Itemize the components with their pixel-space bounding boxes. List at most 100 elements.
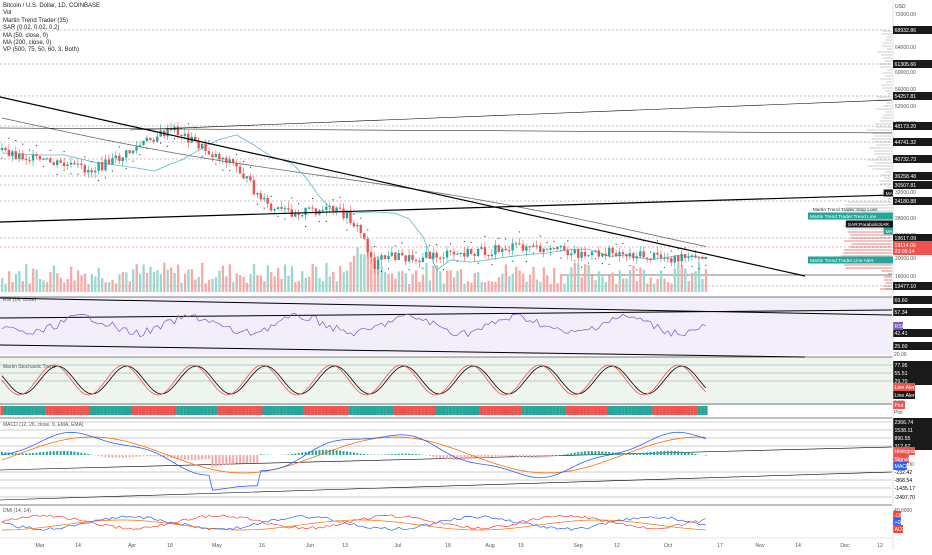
candle-body bbox=[436, 253, 438, 258]
volume-profile-bar bbox=[844, 264, 892, 266]
candle-body bbox=[577, 250, 579, 258]
macd-histogram-bar bbox=[84, 453, 86, 455]
indicator-martin-trend-trader[interactable]: Martin Trend Trader (35) bbox=[3, 18, 100, 25]
indicator-volume-profile[interactable]: VP (500, 75, 50, 60, 3, Both) bbox=[3, 47, 100, 54]
indicator-vol[interactable]: Vol bbox=[3, 10, 100, 17]
volume-bar bbox=[387, 274, 389, 292]
candle-body bbox=[308, 208, 310, 209]
trend-meter-cell bbox=[131, 406, 135, 415]
trend-meter-cell bbox=[300, 406, 304, 415]
trend-meter-cell bbox=[452, 406, 456, 415]
candle-body bbox=[511, 243, 513, 250]
volume-bar bbox=[408, 284, 410, 292]
candle-body bbox=[487, 255, 489, 256]
candle-body bbox=[304, 208, 306, 215]
candle-body bbox=[532, 245, 534, 247]
sar-dot bbox=[429, 245, 430, 246]
trend-meter-cell bbox=[487, 406, 491, 415]
macd-histogram-bar bbox=[29, 453, 31, 455]
sar-dot bbox=[319, 221, 320, 222]
macd-histogram-bar bbox=[249, 455, 251, 463]
time-axis-label: 13 bbox=[342, 543, 348, 549]
rsi-level-tag-2: 42.41 bbox=[895, 331, 908, 337]
volume-profile-bar bbox=[884, 279, 892, 281]
volume-bar bbox=[532, 267, 534, 292]
volume-bar bbox=[170, 267, 172, 292]
candle-body bbox=[84, 165, 86, 172]
candle-body bbox=[325, 207, 327, 210]
macd-histogram-bar bbox=[581, 452, 583, 455]
macd-histogram-bar bbox=[63, 451, 65, 455]
candle-body bbox=[429, 252, 431, 259]
trend-meter-cell bbox=[466, 406, 470, 415]
volume-bar bbox=[536, 280, 538, 292]
sar-dot bbox=[188, 123, 189, 124]
trend-meter-cell bbox=[659, 406, 663, 415]
volume-profile-bar bbox=[887, 36, 892, 38]
sar-dot bbox=[277, 216, 278, 217]
volume-profile-bar bbox=[881, 84, 892, 86]
candle-body bbox=[660, 255, 662, 259]
volume-bar bbox=[450, 270, 452, 292]
macd-label[interactable]: MACD (12, 26, close, 9, EMA, EMA) bbox=[3, 422, 84, 428]
candle-body bbox=[560, 246, 562, 247]
volume-profile-bar bbox=[884, 276, 892, 278]
volume-profile-bar bbox=[875, 135, 892, 137]
volume-bar bbox=[622, 279, 624, 292]
sar-dot bbox=[478, 263, 479, 264]
volume-bar bbox=[563, 284, 565, 292]
volume-bar bbox=[346, 271, 348, 292]
time-axis-label: Oct bbox=[664, 543, 673, 549]
volume-bar bbox=[80, 275, 82, 292]
trend-meter-cell bbox=[349, 406, 353, 415]
candle-body bbox=[284, 208, 286, 209]
sar-dot bbox=[381, 271, 382, 272]
candle-body bbox=[335, 208, 337, 211]
trend-meter-cell bbox=[635, 406, 639, 415]
macd-level-tag-2: 890.55 bbox=[895, 436, 911, 442]
indicator-sar[interactable]: SAR (0.02, 0.02, 0.2) bbox=[3, 25, 100, 32]
candle-body bbox=[591, 251, 593, 255]
volume-bar bbox=[425, 263, 427, 292]
volume-bar bbox=[653, 284, 655, 292]
sar-dot bbox=[664, 267, 665, 268]
macd-histogram-bar bbox=[584, 451, 586, 455]
trend-meter-cell bbox=[80, 406, 84, 415]
dmi-label[interactable]: DMI (14, 14) bbox=[3, 508, 31, 514]
volume-profile-bar bbox=[869, 147, 892, 149]
trend-meter-cell bbox=[625, 406, 629, 415]
macd-histogram-bar bbox=[663, 451, 665, 455]
trend-meter-cell bbox=[666, 406, 670, 415]
trend-meter-cell bbox=[611, 406, 615, 415]
candle-body bbox=[691, 255, 693, 257]
sar-dot bbox=[588, 262, 589, 263]
indicator-ma50[interactable]: MA (50, close, 0) bbox=[3, 33, 100, 40]
candle-body bbox=[367, 239, 369, 252]
trendmeter-plot-tag-2: Plot bbox=[894, 410, 903, 416]
macd-histogram-bar bbox=[260, 454, 262, 455]
volume-bar bbox=[391, 273, 393, 292]
candle-body bbox=[70, 163, 72, 165]
trend-meter-cell bbox=[580, 406, 584, 415]
volume-bar bbox=[574, 263, 576, 292]
candle-body bbox=[63, 163, 65, 166]
trend-meter-cell bbox=[90, 406, 94, 415]
trend-meter-cell bbox=[514, 406, 518, 415]
chart-title: Bitcoin / U.S. Dollar, 1D, COINBASE bbox=[3, 3, 100, 10]
indicator-ma200[interactable]: MA (200, close, 0) bbox=[3, 40, 100, 47]
trend-meter-cell bbox=[156, 406, 160, 415]
price-tick: 20000.00 bbox=[895, 256, 916, 262]
volume-bar bbox=[594, 280, 596, 292]
candle-body bbox=[653, 253, 655, 259]
volume-profile-bar bbox=[871, 138, 892, 140]
sar-dot bbox=[374, 246, 375, 247]
candle-body bbox=[622, 252, 624, 254]
candle-body bbox=[439, 258, 441, 259]
volume-bar bbox=[270, 272, 272, 292]
volume-bar bbox=[394, 279, 396, 292]
candle-body bbox=[580, 252, 582, 258]
price-tick: 60000.00 bbox=[895, 70, 916, 76]
trend-meter-cell bbox=[404, 406, 408, 415]
